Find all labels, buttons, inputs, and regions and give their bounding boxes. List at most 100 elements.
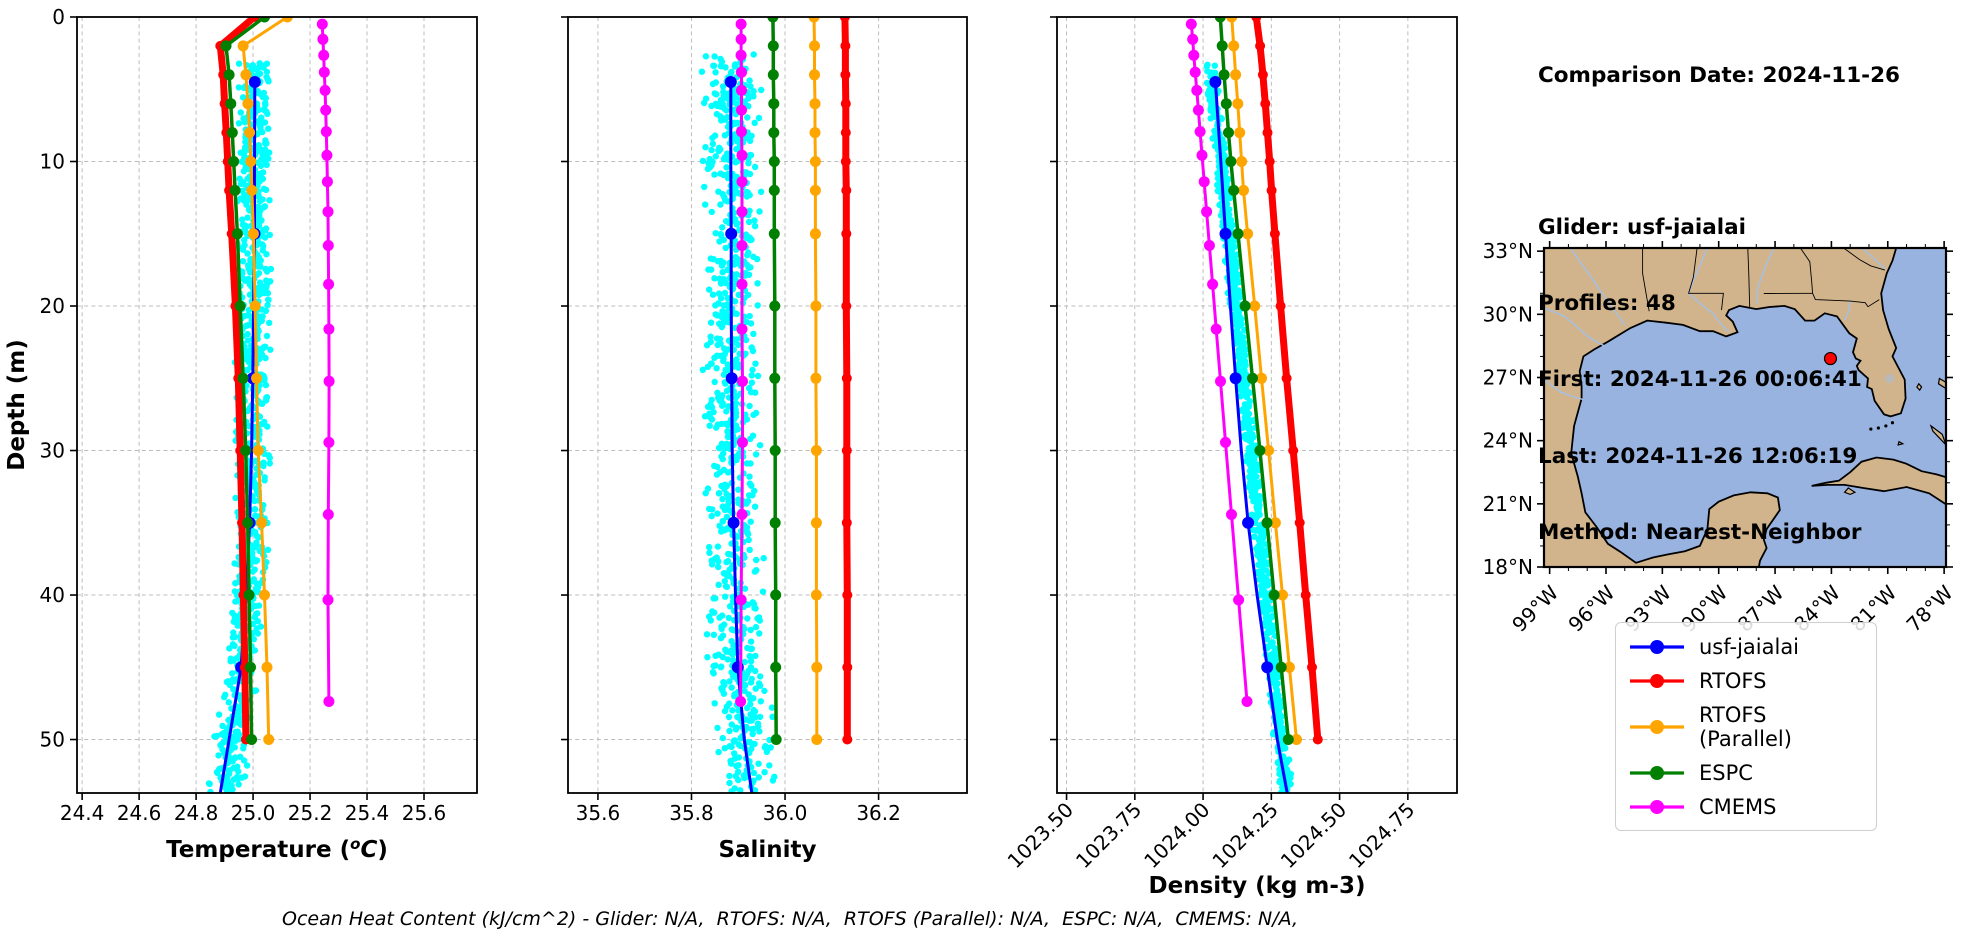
series-rtofs-parallel-: [237, 17, 293, 745]
map-lat-label: 27°N: [1483, 365, 1533, 389]
series-espc: [220, 17, 270, 745]
x-axis-label: Temperature (oC): [166, 835, 388, 863]
legend-label: RTOFS (Parallel): [1698, 703, 1792, 751]
info-panel: Comparison Date: 2024-11-26 Glider: usf-…: [1538, 12, 1900, 596]
series-usf-jaialai: [1209, 76, 1289, 793]
legend-line-marker-swatch: [1630, 766, 1684, 780]
method-text: Method: Nearest-Neighbor: [1538, 519, 1862, 545]
x-tick-label: 35.8: [669, 801, 714, 825]
x-tick-label: 1024.50: [1276, 798, 1351, 873]
legend-item-espc: ESPC: [1616, 756, 1876, 790]
series-cmems: [735, 18, 748, 707]
x-axis-label: Salinity: [718, 837, 816, 863]
map-lon-label: 78°W: [1902, 580, 1958, 636]
x-tick-label: 36.0: [763, 801, 808, 825]
glider-location-marker: [1823, 351, 1838, 366]
x-tick-label: 25.2: [288, 801, 333, 825]
comparison-date-text: Comparison Date: 2024-11-26: [1538, 62, 1901, 88]
glider-name-text: Glider: usf-jaialai: [1538, 214, 1747, 240]
florida-keys-dot: [1876, 426, 1880, 430]
land-cuba: [1811, 456, 1946, 506]
river: [1861, 248, 1886, 270]
x-tick-label: 25.6: [402, 801, 447, 825]
x-tick-label: 1024.25: [1207, 798, 1282, 873]
legend-item-cmems: CMEMS: [1616, 790, 1876, 824]
legend-item-rtofs: RTOFS: [1616, 664, 1876, 698]
river: [1843, 300, 1851, 321]
river: [1544, 379, 1584, 401]
state-border: [1642, 248, 1650, 312]
legend-item-rtofs-parallel-: RTOFS (Parallel): [1616, 698, 1876, 756]
gridlines: [77, 17, 477, 793]
gridlines: [568, 17, 967, 793]
legend-item-usf-jaialai: usf-jaialai: [1616, 630, 1876, 664]
series-rtofs-parallel-: [808, 17, 823, 745]
map-lat-label: 24°N: [1483, 429, 1533, 453]
profiles-count-text: Profiles: 48: [1538, 291, 1676, 317]
y-tick-label: 30: [40, 439, 65, 463]
y-tick-label: 50: [40, 728, 65, 752]
state-border: [1812, 293, 1880, 308]
florida-keys-dot: [1884, 424, 1888, 428]
y-tick-label: 0: [52, 5, 65, 29]
x-tick-label: 25.4: [345, 801, 390, 825]
state-border: [1800, 248, 1814, 294]
map-lat-label: 18°N: [1483, 555, 1533, 579]
map-lat-label: 33°N: [1483, 239, 1533, 263]
glider-raw-points: [1203, 61, 1295, 793]
legend-line-marker-swatch: [1630, 720, 1684, 734]
map-lat-label: 30°N: [1483, 302, 1533, 326]
map-lat-label: 21°N: [1483, 492, 1533, 516]
gridlines: [1057, 17, 1457, 793]
legend-label: RTOFS: [1699, 669, 1767, 693]
state-border: [1747, 248, 1751, 309]
river: [1687, 248, 1730, 333]
legend-label: usf-jaialai: [1699, 635, 1800, 659]
panel-border: [567, 16, 968, 794]
legend-box: usf-jaialai RTOFS RTOFS (Parallel) ESPC CMEM…: [1615, 622, 1877, 831]
land-island: [1843, 487, 1857, 496]
lake-okeechobee: [1885, 374, 1895, 384]
density-panel: 1023.501023.751024.001024.251024.501024.…: [1003, 16, 1458, 899]
river: [1569, 248, 1626, 326]
land-island: [1916, 382, 1923, 392]
x-tick-label: 25.0: [231, 801, 276, 825]
y-axis-label: Depth (m): [4, 339, 30, 471]
x-axis-label: Density (kg m-3): [1149, 873, 1366, 899]
series-rtofs: [1251, 17, 1323, 745]
panel-border: [1056, 16, 1458, 794]
land-mainland: [1544, 248, 1907, 567]
series-rtofs: [839, 17, 853, 745]
x-tick-label: 1023.50: [1003, 798, 1078, 873]
x-tick-label: 1024.75: [1344, 798, 1419, 873]
salinity-panel: 35.6 35.8 36.0 36.2 Salinity: [561, 16, 968, 863]
x-tick-label: 1024.00: [1139, 798, 1214, 873]
state-border: [1843, 248, 1886, 271]
series-espc: [767, 17, 782, 745]
temperature-panel: 24.4 24.6 24.8 25.0 25.2 25.4 25.6 0 10 20 30 40 50 T…: [4, 5, 478, 863]
first-profile-time-text: First: 2024-11-26 00:06:41: [1538, 367, 1862, 393]
x-tick-label: 36.2: [856, 801, 901, 825]
y-tick-label: 40: [40, 583, 65, 607]
y-tick-label: 20: [40, 294, 65, 318]
florida-keys-dot: [1890, 421, 1895, 425]
x-tick-label: 24.4: [60, 801, 105, 825]
legend-label: CMEMS: [1699, 795, 1777, 819]
land-island: [1937, 377, 1946, 390]
last-profile-time-text: Last: 2024-11-26 12:06:19: [1538, 443, 1858, 469]
series-cmems: [316, 18, 335, 707]
panel-border: [76, 16, 478, 794]
gulf-map: 33°N30°N27°N24°N21°N18°N99°W 96°W 93°W 90°W…: [1483, 239, 1958, 636]
y-tick-label: 10: [40, 150, 65, 174]
legend-line-marker-swatch: [1630, 674, 1684, 688]
ocean-heat-content-note: Ocean Heat Content (kJ/cm^2) - Glider: N…: [282, 908, 1298, 930]
x-tick-label: 24.6: [117, 801, 162, 825]
legend-line-marker-swatch: [1630, 640, 1684, 654]
land-island: [1897, 440, 1905, 446]
series-espc: [1214, 17, 1294, 745]
florida-keys-dot: [1869, 427, 1873, 431]
series-cmems: [1185, 18, 1253, 707]
river: [1544, 307, 1605, 347]
